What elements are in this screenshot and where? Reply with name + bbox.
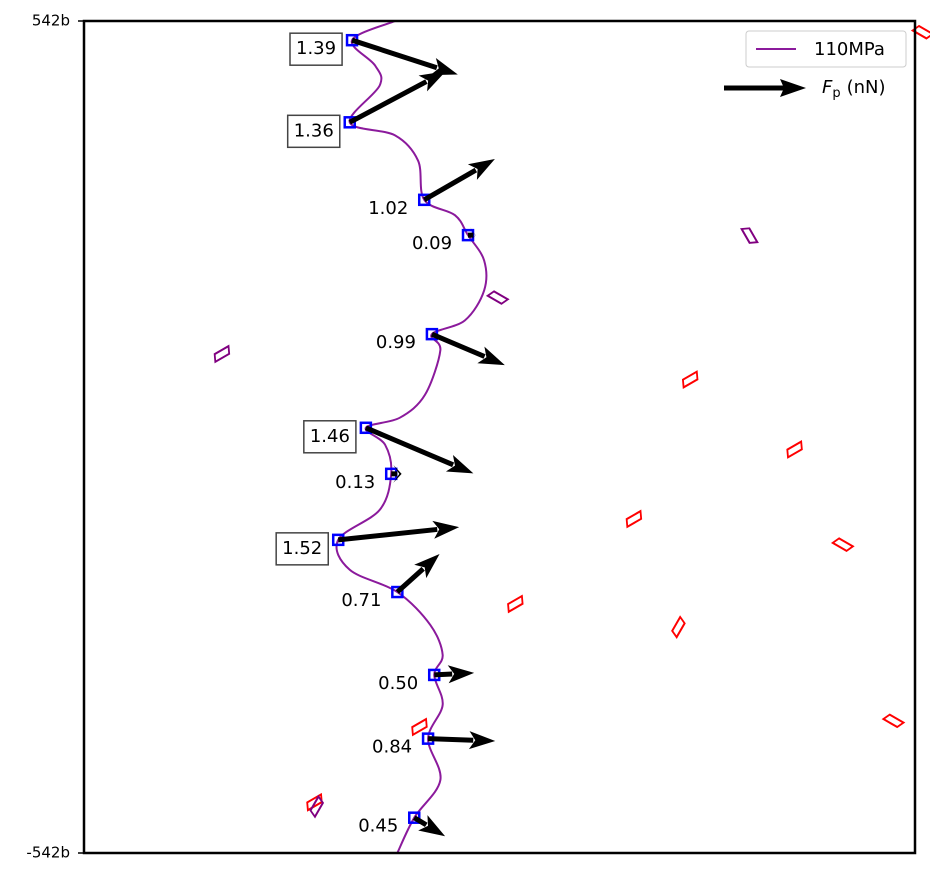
arrow-shaft xyxy=(348,79,428,125)
obstacle xyxy=(681,370,699,389)
y-tick-label: 542b xyxy=(32,12,70,30)
force-arrow xyxy=(348,71,446,125)
arrow-head xyxy=(393,464,402,483)
label-box xyxy=(275,532,330,566)
force-label: 0.84 xyxy=(372,737,412,758)
force-label: 0.99 xyxy=(376,332,416,353)
force-arrow xyxy=(430,331,505,366)
force-label: 0.09 xyxy=(412,233,452,254)
force-arrow xyxy=(364,425,474,474)
force-arrow xyxy=(351,37,458,76)
arrow-head xyxy=(432,520,460,539)
force-arrow xyxy=(337,520,460,543)
y-tick-label: -542b xyxy=(26,844,70,862)
pinning-point xyxy=(391,585,404,599)
arrow-shaft xyxy=(427,736,474,743)
force-label: 0.13 xyxy=(335,472,375,493)
arrow-shaft xyxy=(430,331,486,359)
arrow-head xyxy=(414,554,440,579)
force-label: 1.36 xyxy=(294,120,334,141)
legend-box xyxy=(745,30,907,68)
subscript: p xyxy=(832,86,840,101)
obstacle xyxy=(625,509,643,529)
arrow-head xyxy=(418,71,446,92)
force-label: 1.52 xyxy=(282,538,322,559)
arrow-shaft xyxy=(412,815,428,828)
obstacle xyxy=(881,713,906,729)
force-arrow xyxy=(427,731,496,750)
arrow-head xyxy=(468,731,496,750)
force-label: 0.71 xyxy=(341,590,381,611)
force-arrow xyxy=(391,464,402,483)
arrow-shaft xyxy=(364,425,455,468)
obstacle xyxy=(306,792,323,812)
arrow-shaft xyxy=(422,167,478,202)
arrow-head xyxy=(418,815,446,837)
arrow-head xyxy=(430,57,458,76)
legend-arrow-label: Fp (nN) xyxy=(822,77,886,101)
force-arrow xyxy=(468,226,476,245)
arrow-head xyxy=(447,665,475,684)
obstacle xyxy=(213,344,231,364)
obstacle xyxy=(671,615,686,639)
legend-arrow-head xyxy=(780,79,806,97)
force-arrow xyxy=(412,815,446,837)
arrow-shaft xyxy=(351,37,438,71)
legend-label: 110MPa xyxy=(814,39,885,60)
force-label: 1.02 xyxy=(368,198,408,219)
arrow-shaft xyxy=(337,526,438,543)
obstacle xyxy=(485,290,510,305)
force-arrow xyxy=(434,665,475,684)
label-box xyxy=(303,420,357,454)
arrow-head xyxy=(477,346,505,366)
obstacle xyxy=(411,717,428,737)
obstacle xyxy=(786,440,803,459)
force-label: 0.45 xyxy=(358,816,398,837)
arrow-shaft xyxy=(434,671,453,678)
symbol: F xyxy=(822,77,833,98)
obstacle xyxy=(830,537,855,552)
obstacle xyxy=(507,594,524,614)
arrow-shaft xyxy=(395,566,425,594)
force-arrow xyxy=(395,554,440,594)
unit: (nN) xyxy=(847,77,886,98)
force-label: 0.50 xyxy=(378,673,418,694)
force-label: 1.46 xyxy=(310,426,350,447)
obstacle xyxy=(309,794,325,819)
arrow-head xyxy=(445,454,474,474)
label-box xyxy=(289,32,343,66)
arrow-head xyxy=(467,159,495,180)
pinning-point xyxy=(407,811,421,824)
label-box xyxy=(286,114,341,149)
obstacle xyxy=(740,227,759,244)
force-label: 1.39 xyxy=(296,38,336,59)
legend: 110MPa Fp (nN) xyxy=(724,30,907,101)
axes-frame xyxy=(82,19,917,855)
force-arrow xyxy=(422,159,495,202)
